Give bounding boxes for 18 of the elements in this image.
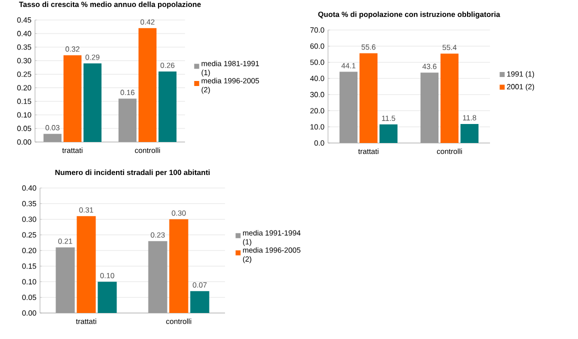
bar xyxy=(460,124,478,143)
bar xyxy=(190,291,210,313)
bar xyxy=(138,28,157,142)
bar xyxy=(169,219,188,313)
bar xyxy=(440,54,459,143)
bar xyxy=(380,124,398,143)
bar xyxy=(158,72,176,142)
bar xyxy=(64,55,82,142)
bar xyxy=(83,63,102,142)
bar xyxy=(420,72,439,143)
bar xyxy=(76,216,96,313)
bar xyxy=(148,241,168,313)
bar xyxy=(56,247,75,313)
bar xyxy=(98,282,117,313)
bar xyxy=(44,134,62,142)
bar xyxy=(340,72,358,143)
bar xyxy=(118,98,137,142)
bar xyxy=(360,53,378,143)
